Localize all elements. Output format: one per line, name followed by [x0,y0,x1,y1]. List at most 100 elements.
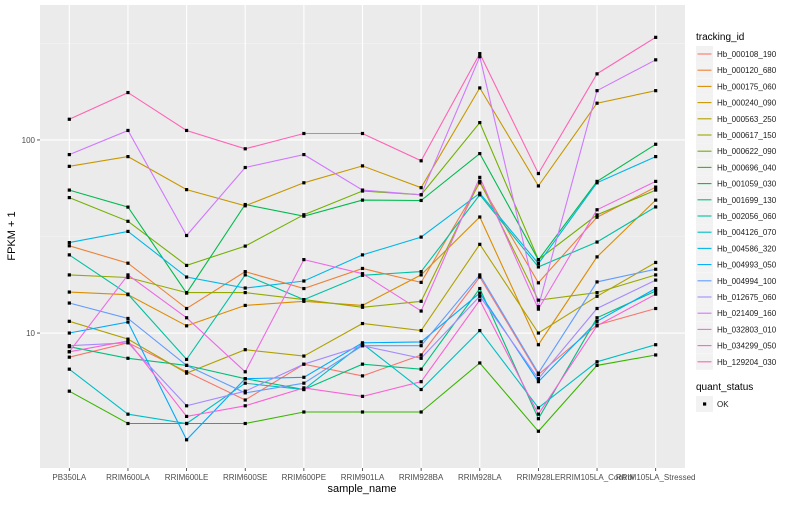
data-point [595,240,599,244]
data-point [302,354,306,358]
data-point [478,120,482,125]
data-point [478,52,482,56]
data-point [478,298,482,302]
data-point [126,421,130,426]
data-point [419,159,423,163]
data-point [595,363,599,367]
data-point [243,270,247,274]
shape-legend-title: quant_status [696,382,753,393]
legend-item-label: Hb_000696_040 [717,163,777,172]
data-point [654,89,658,93]
data-point [360,198,365,202]
data-point [360,362,365,366]
data-point [302,258,306,262]
data-point [654,198,658,202]
data-point [654,353,658,357]
legend-item-label: Hb_000617_150 [717,131,777,140]
data-point [536,331,541,335]
data-point [67,344,71,348]
data-point [536,343,541,347]
y-tick-label: 100 [22,136,36,145]
data-point [536,406,541,410]
data-point [67,367,71,371]
data-point [360,266,365,271]
x-tick-label: RRIM600LE [165,473,209,482]
data-point [536,281,541,285]
data-point [654,179,658,184]
data-point [126,275,130,280]
data-point [595,208,599,212]
legend-item-label: Hb_000622_090 [717,147,777,156]
data-point [302,386,306,390]
data-point [243,244,247,248]
data-point [536,429,541,433]
data-point [67,273,71,277]
data-point [184,371,189,375]
data-point [360,410,365,414]
data-point [478,286,482,291]
legend-item-label: Hb_002056_060 [717,212,777,221]
data-point [536,417,541,421]
data-point [184,306,189,311]
data-point [595,360,599,364]
data-point [243,165,247,170]
data-point [243,370,247,374]
x-tick-label: RRIM105LA_Stressed [616,473,696,482]
x-tick-label: RRIM600PE [282,473,326,482]
data-point [184,404,189,408]
shape-legend-item-label: OK [717,400,729,409]
data-point [654,154,658,159]
x-tick-label: RRIM928BA [399,473,444,482]
y-axis-title: FPKM + 1 [6,211,18,260]
data-point [360,253,365,257]
data-point [302,298,306,302]
data-point [536,412,541,416]
data-point [302,279,306,283]
data-point [536,265,541,269]
legend-item-label: Hb_004126_070 [717,228,777,237]
data-point [536,184,541,188]
data-point [536,298,541,302]
data-point [67,164,71,168]
data-point [478,215,482,219]
data-point [654,35,658,39]
y-tick-label: 10 [26,329,35,338]
data-point [126,154,130,159]
data-point [67,195,71,200]
legend-item-label: Hb_000240_090 [717,99,777,108]
data-point [126,341,130,345]
data-point [419,328,423,333]
data-point [478,151,482,156]
shape-legend-key-point [703,402,707,406]
data-point [243,290,247,295]
data-point [243,202,247,207]
data-point [478,328,482,333]
data-point [654,142,658,146]
data-point [360,131,365,136]
data-point [126,229,130,234]
data-point [243,421,247,426]
data-point [478,179,482,184]
data-point [654,185,658,189]
data-point [243,303,247,308]
legend-title: tracking_id [696,32,744,43]
x-axis-title: sample_name [327,483,396,495]
data-point [595,316,599,320]
data-point [419,387,423,392]
data-point [243,404,247,408]
data-point [654,306,658,311]
data-point [184,275,189,279]
data-point [360,303,365,308]
legend-item-label: Hb_000120_680 [717,66,777,75]
data-point [419,367,423,371]
data-point [419,193,423,197]
data-point [67,355,71,359]
legend-item-label: Hb_001699_130 [717,196,777,205]
y-axis: 10 100 [22,136,40,338]
x-axis: PB350LA RRIM600LA RRIM600LE RRIM600SE RRIM60… [52,468,695,482]
data-point [302,152,306,157]
data-point [243,389,247,393]
data-point [478,191,482,195]
data-point [126,356,130,360]
